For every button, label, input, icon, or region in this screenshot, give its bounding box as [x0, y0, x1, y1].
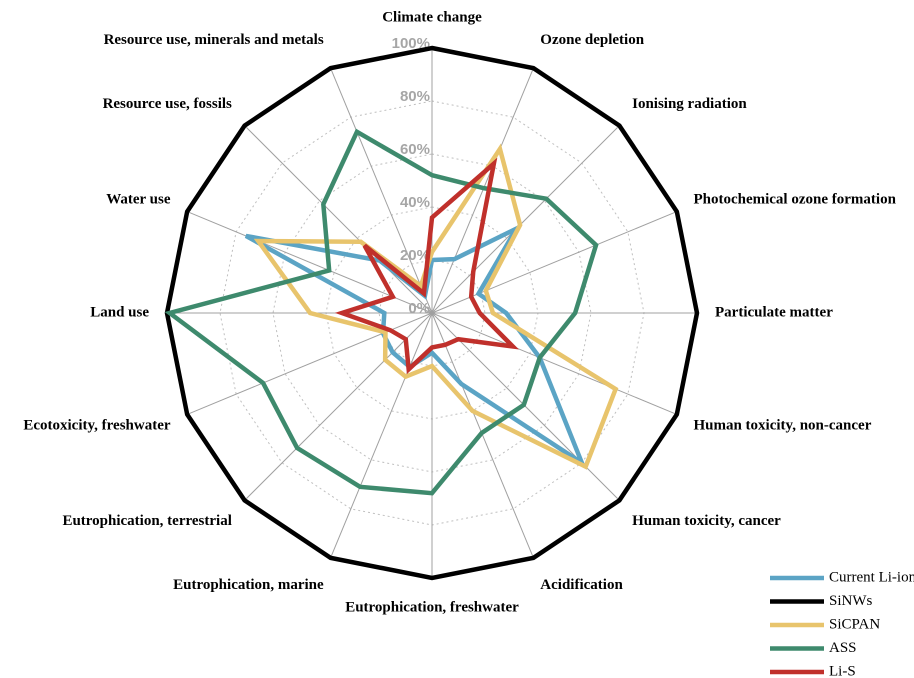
legend-label: ASS — [829, 640, 857, 656]
legend-label: SiCPAN — [829, 616, 880, 632]
category-label: Eutrophication, freshwater — [345, 599, 519, 615]
series-line — [334, 157, 520, 375]
spoke — [244, 125, 433, 314]
r-tick-label: 60% — [400, 141, 430, 158]
category-label: Resource use, fossils — [103, 96, 232, 112]
spoke — [186, 312, 433, 415]
category-label: Ecotoxicity, freshwater — [23, 417, 171, 433]
spoke — [330, 67, 433, 314]
r-tick-label: 20% — [400, 247, 430, 264]
category-label: Ozone depletion — [540, 32, 644, 48]
series-line — [164, 45, 700, 581]
legend-label: Li-S — [829, 663, 856, 678]
category-label: Land use — [90, 304, 149, 320]
r-tick-label: 40% — [400, 194, 430, 211]
spoke — [431, 312, 678, 415]
spoke — [431, 312, 534, 559]
category-label: Acidification — [540, 577, 623, 593]
series-line — [164, 128, 599, 496]
r-tick-label: 80% — [400, 88, 430, 105]
category-label: Photochemical ozone formation — [693, 192, 896, 208]
category-label: Eutrophication, marine — [173, 577, 324, 593]
spoke — [431, 211, 678, 314]
legend-label: SiNWs — [829, 593, 873, 609]
r-tick-label: 100% — [392, 35, 430, 52]
spoke — [431, 125, 620, 314]
spoke — [330, 312, 433, 559]
series-line — [244, 223, 587, 469]
category-label: Human toxicity, cancer — [632, 513, 781, 529]
category-label: Climate change — [382, 9, 482, 25]
series-line — [253, 143, 619, 470]
category-label: Particulate matter — [715, 304, 833, 320]
r-tick-label: 0% — [408, 300, 430, 317]
category-label: Eutrophication, terrestrial — [62, 513, 231, 529]
spoke — [431, 67, 534, 314]
category-label: Water use — [106, 192, 171, 208]
legend-label: Current Li-ion — [829, 569, 914, 585]
category-label: Ionising radiation — [632, 96, 747, 112]
category-label: Human toxicity, non-cancer — [693, 417, 871, 433]
spoke — [431, 312, 620, 501]
spoke — [244, 312, 433, 501]
category-label: Resource use, minerals and metals — [104, 32, 324, 48]
